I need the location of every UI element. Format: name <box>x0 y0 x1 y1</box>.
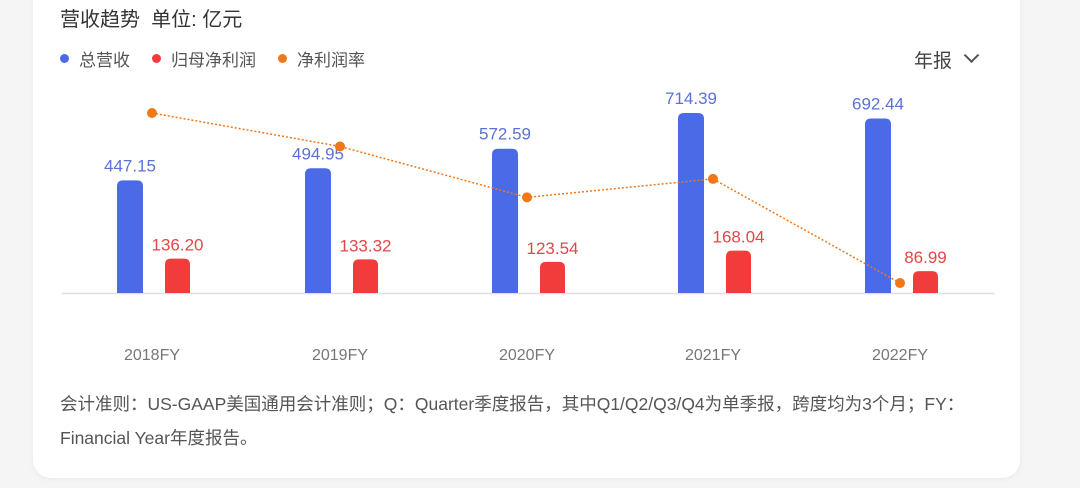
net-profit-value-label: 168.04 <box>713 228 765 247</box>
revenue-value-label: 447.15 <box>104 156 156 175</box>
net-profit-bar[interactable] <box>540 261 565 293</box>
net-margin-point[interactable] <box>708 173 718 184</box>
legend-item-revenue[interactable]: 总营收 <box>60 46 130 71</box>
net-margin-point[interactable] <box>335 141 345 152</box>
net-margin-point[interactable] <box>522 192 532 203</box>
chart-title: 营收趋势 单位: 亿元 <box>60 9 243 31</box>
net-profit-bar[interactable] <box>726 250 751 293</box>
revenue-bar[interactable] <box>305 168 331 293</box>
legend-label: 净利润率 <box>297 51 365 70</box>
period-dropdown[interactable]: 年报 <box>914 46 980 73</box>
revenue-value-label: 572.59 <box>479 125 531 144</box>
legend-dot-icon <box>152 54 161 63</box>
net-profit-value-label: 123.54 <box>527 239 579 258</box>
revenue-value-label: 494.95 <box>292 144 344 163</box>
revenue-bar[interactable] <box>117 180 143 293</box>
net-profit-value-label: 86.99 <box>904 248 947 267</box>
accounting-footnote: 会计准则：US-GAAP美国通用会计准则；Q：Quarter季度报告，其中Q1/… <box>60 394 965 448</box>
net-profit-bar[interactable] <box>353 259 378 293</box>
net-margin-point[interactable] <box>147 108 157 118</box>
revenue-bar[interactable] <box>678 112 704 293</box>
net-profit-value-label: 136.20 <box>152 236 204 255</box>
legend-label: 总营收 <box>79 51 130 70</box>
net-profit-value-label: 133.32 <box>340 236 392 255</box>
legend-item-net-profit[interactable]: 归母净利润 <box>152 46 256 71</box>
net-margin-point[interactable] <box>895 278 905 289</box>
net-profit-bar[interactable] <box>165 258 190 293</box>
legend-dot-icon <box>278 54 287 63</box>
chart-legend: 总营收 归母净利润 净利润率 <box>60 46 387 71</box>
revenue-bar[interactable] <box>865 118 891 293</box>
x-axis-tick-label: 2018FY <box>124 347 180 364</box>
revenue-bar[interactable] <box>492 148 518 293</box>
period-dropdown-label: 年报 <box>914 51 953 72</box>
legend-label: 归母净利润 <box>171 51 256 70</box>
x-axis-tick-label: 2021FY <box>685 347 741 364</box>
x-axis-tick-label: 2020FY <box>499 347 555 364</box>
revenue-trend-card <box>33 0 1020 478</box>
revenue-value-label: 692.44 <box>852 95 904 114</box>
x-axis-tick-label: 2022FY <box>872 347 928 364</box>
legend-dot-icon <box>60 54 69 63</box>
legend-item-net-margin[interactable]: 净利润率 <box>278 46 365 71</box>
x-axis-tick-label: 2019FY <box>312 347 368 364</box>
net-profit-bar[interactable] <box>913 271 938 293</box>
revenue-value-label: 714.39 <box>665 89 717 108</box>
